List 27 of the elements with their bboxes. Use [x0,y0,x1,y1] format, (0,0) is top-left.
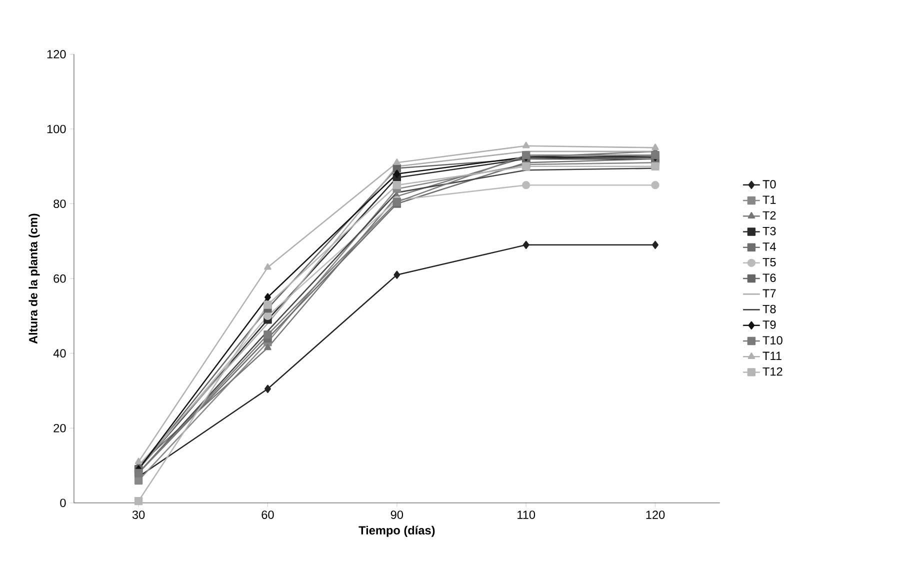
x-tick-label: 30 [132,510,145,520]
x-tick-label: 120 [646,510,665,520]
x-tick-label: 90 [390,510,404,520]
y-tick-label: 100 [47,124,66,134]
legend-label: T9 [762,320,776,329]
y-tick-label: 80 [54,200,66,208]
x-tick-label: 110 [518,510,536,520]
legend-label: T11 [762,352,782,360]
legend-label: T4 [762,242,776,251]
y-tick-label: 20 [54,424,66,432]
legend-label: T10 [762,336,782,345]
y-tick-label: 0 [60,498,66,508]
y-tick-label: 60 [54,274,66,283]
legend-label: T7 [762,289,776,298]
x-axis-title: Tiempo (días) [358,526,435,537]
legend-label: T0 [762,180,776,188]
legend-label: T6 [762,274,776,282]
y-tick-label: 120 [47,50,66,58]
legend-label: T1 [762,196,776,204]
legend-label: T5 [762,258,776,266]
y-axis-title: Altura de la planta (cm) [28,214,40,344]
legend-label: T8 [762,304,776,314]
legend-label: T12 [762,367,782,376]
y-tick-label: 40 [53,349,66,358]
x-tick-label: 60 [262,510,274,520]
legend-label: T3 [762,226,776,236]
legend-label: T2 [762,211,776,220]
